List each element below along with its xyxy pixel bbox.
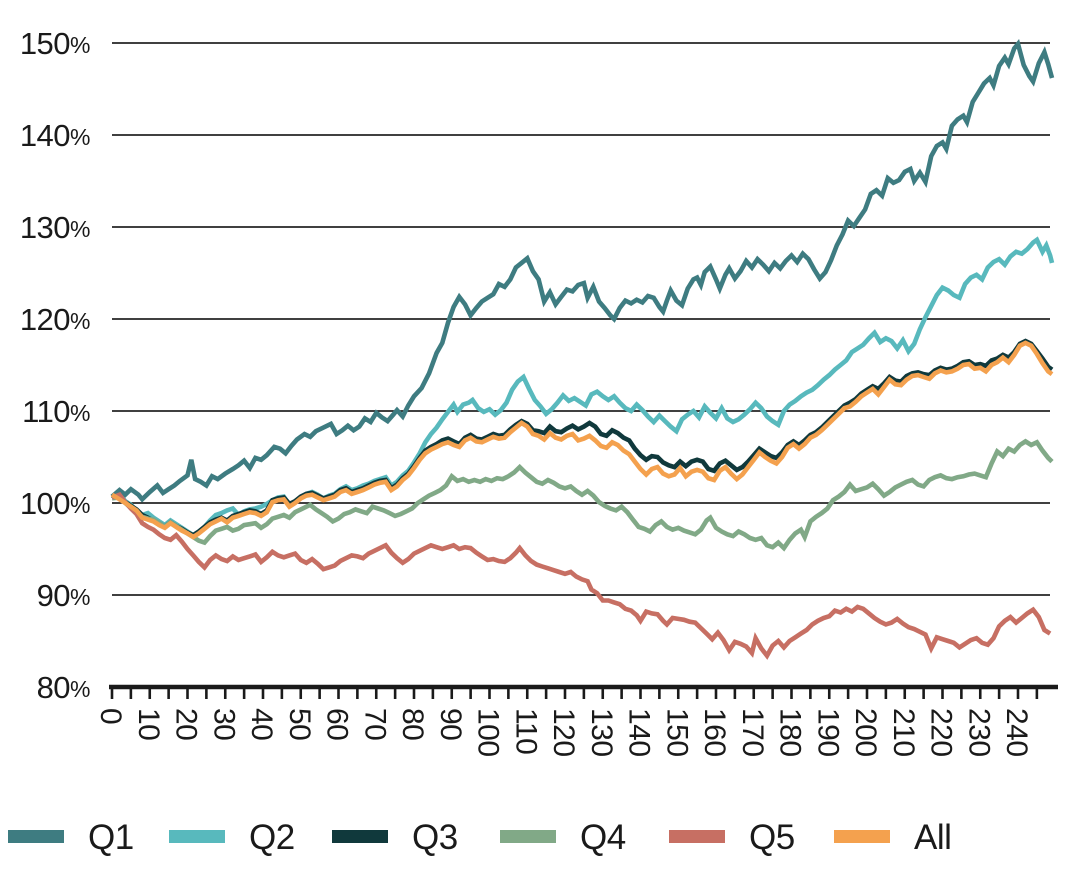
y-axis-label-130: 130% <box>20 210 90 245</box>
legend-label-q5: Q5 <box>749 818 795 857</box>
legend-item-q5: Q5 <box>669 818 795 857</box>
legend-line-swatch-icon-q3 <box>332 830 388 843</box>
x-axis-label-190: 190 <box>811 708 844 757</box>
legend-label-all: All <box>914 818 951 857</box>
x-axis-label-20: 20 <box>170 708 203 740</box>
y-axis-label-90: 90% <box>37 578 90 613</box>
x-axis-label-150: 150 <box>660 708 693 757</box>
series-line-q5 <box>111 491 1052 660</box>
legend-line-swatch-icon-q5 <box>669 830 725 843</box>
y-axis-label-100: 100% <box>20 486 90 521</box>
x-axis-label-210: 210 <box>887 708 920 757</box>
x-axis-label-30: 30 <box>207 708 240 740</box>
series-group <box>110 39 1055 660</box>
x-axis-label-40: 40 <box>245 708 278 740</box>
x-axis-label-200: 200 <box>849 708 882 757</box>
x-axis-label-170: 170 <box>736 708 769 757</box>
legend-label-q3: Q3 <box>412 818 458 857</box>
x-axis-label-50: 50 <box>283 708 316 740</box>
x-axis-label-100: 100 <box>472 708 505 757</box>
x-axis-label-130: 130 <box>585 708 618 757</box>
x-axis-label-110: 110 <box>509 708 542 754</box>
x-axis-label-120: 120 <box>547 708 580 757</box>
x-axis-label-180: 180 <box>774 708 807 757</box>
x-axis-label-10: 10 <box>132 708 165 740</box>
legend: Q1 Q2 Q3 Q4 Q5 All <box>8 818 952 857</box>
x-axis-label-240: 240 <box>1000 708 1033 757</box>
y-axis-label-140: 140% <box>20 118 90 153</box>
x-axis-labels: 0 10 20 30 40 50 60 70 80 90 100 110 120 130 140 150 160… <box>94 708 1033 757</box>
x-axis-label-80: 80 <box>396 708 429 740</box>
gridlines-group <box>112 42 1050 688</box>
x-axis-label-0: 0 <box>94 708 127 724</box>
x-axis-label-60: 60 <box>321 708 354 740</box>
x-axis-label-230: 230 <box>962 708 995 757</box>
legend-line-swatch-icon-all <box>834 830 890 843</box>
x-axis-label-70: 70 <box>358 708 391 740</box>
series-line-all <box>110 340 1054 540</box>
y-axis-label-120: 120% <box>20 302 90 337</box>
y-axis-label-110: 110% <box>22 394 90 429</box>
legend-label-q4: Q4 <box>580 818 626 857</box>
legend-item-q3: Q3 <box>332 818 458 857</box>
x-axis-label-140: 140 <box>623 708 656 757</box>
x-axis-group <box>109 684 1058 699</box>
legend-item-q4: Q4 <box>500 818 626 857</box>
y-axis-label-150: 150% <box>20 26 90 61</box>
legend-label-q2: Q2 <box>249 818 295 857</box>
series-line-q4 <box>111 438 1054 552</box>
legend-label-q1: Q1 <box>88 818 134 857</box>
y-axis-label-80: 80% <box>37 670 90 705</box>
legend-item-q1: Q1 <box>8 818 134 857</box>
x-axis-label-220: 220 <box>925 708 958 757</box>
legend-item-all: All <box>834 818 952 857</box>
legend-line-swatch-icon-q4 <box>500 830 556 843</box>
legend-line-swatch-icon-q2 <box>169 830 225 843</box>
legend-item-q2: Q2 <box>169 818 295 857</box>
x-axis-label-90: 90 <box>434 708 467 740</box>
series-line-q1 <box>110 39 1055 503</box>
legend-line-swatch-icon-q1 <box>8 830 64 843</box>
x-axis-label-160: 160 <box>698 708 731 757</box>
y-axis-labels: 80% 90% 100% 110% 120% 130% 140% 150% <box>20 26 91 705</box>
